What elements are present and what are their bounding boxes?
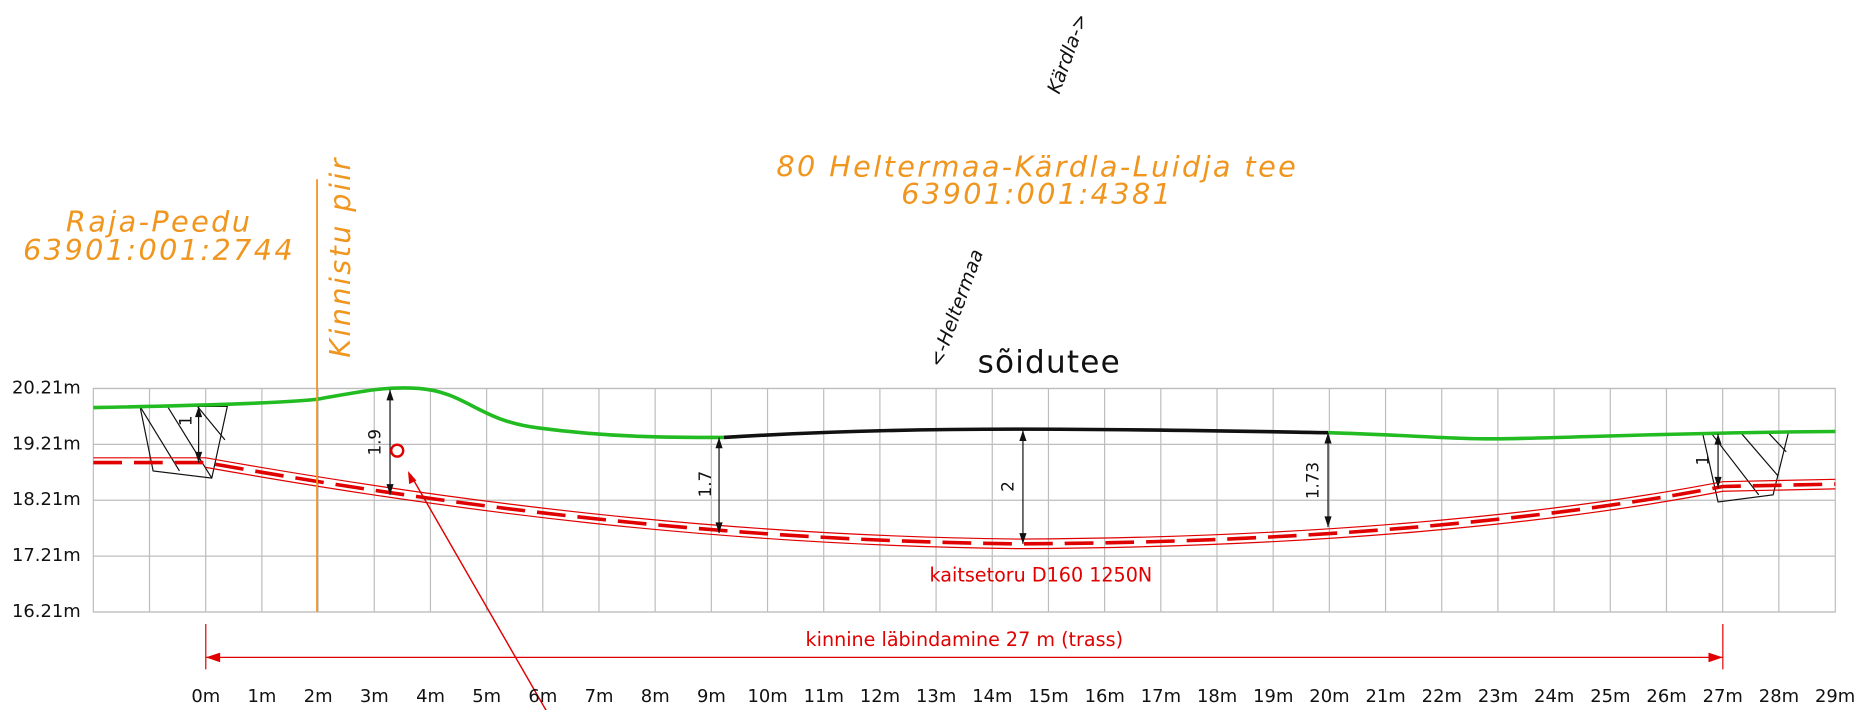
level-label: 18.21m xyxy=(12,489,81,510)
grid xyxy=(92,387,1836,613)
depth-label: 1.73 xyxy=(1303,462,1323,499)
depth-label: 1.9 xyxy=(365,429,385,456)
level-label: 17.21m xyxy=(12,545,81,566)
ground-line xyxy=(1327,429,1836,441)
station-label: 6m xyxy=(528,686,557,707)
road-surface xyxy=(723,427,1329,440)
crossing-label: kinnine läbindamine 27 m (trass) xyxy=(806,628,1124,651)
station-label: 29m xyxy=(1815,686,1855,707)
station-label: 4m xyxy=(416,686,445,707)
leader-line xyxy=(409,474,547,710)
station-label: 2m xyxy=(304,686,333,707)
station-label: 19m xyxy=(1253,686,1293,707)
parcel-name: Raja-Peedu xyxy=(66,205,252,239)
crossing-dimension xyxy=(205,623,1724,670)
station-label: 15m xyxy=(1028,686,1068,707)
depth-label: 1.7 xyxy=(695,471,715,498)
depth-label: 1 xyxy=(176,415,196,426)
pipe-label: kaitsetoru D160 1250N xyxy=(930,564,1153,587)
station-label: 13m xyxy=(916,686,956,707)
parcel-code: 63901:001:2744 xyxy=(23,233,295,267)
level-label: 20.21m xyxy=(12,377,81,398)
station-label: 8m xyxy=(641,686,670,707)
station-label: 20m xyxy=(1309,686,1349,707)
parcel-name: 80 Heltermaa-Kärdla-Luidja tee xyxy=(776,150,1298,184)
station-label: 18m xyxy=(1197,686,1237,707)
station-label: 14m xyxy=(972,686,1012,707)
boundary-label: Kinnistu piir xyxy=(323,156,357,358)
depth-label: 2 xyxy=(998,481,1018,492)
station-label: 7m xyxy=(585,686,614,707)
station-label: 28m xyxy=(1759,686,1799,707)
marker-circle xyxy=(390,443,405,458)
station-label: 24m xyxy=(1534,686,1574,707)
station-label: 5m xyxy=(472,686,501,707)
parcel-code: 63901:001:4381 xyxy=(901,177,1173,211)
station-label: 0m xyxy=(191,686,220,707)
station-label: 16m xyxy=(1085,686,1125,707)
station-label: 3m xyxy=(360,686,389,707)
axis-labels: 20.21m 19.21m 18.21m 17.21m 16.21m 0m 1m 2m 3m 4m… xyxy=(12,377,1855,706)
level-label: 19.21m xyxy=(12,433,81,454)
station-label: 22m xyxy=(1422,686,1462,707)
pipe xyxy=(93,457,1836,550)
station-label: 12m xyxy=(860,686,900,707)
station-label: 26m xyxy=(1646,686,1686,707)
road-label: sõidutee xyxy=(978,344,1121,380)
ground-line xyxy=(93,386,724,440)
station-label: 17m xyxy=(1141,686,1181,707)
station-label: 21m xyxy=(1366,686,1406,707)
station-label: 25m xyxy=(1590,686,1630,707)
depth-label: 1 xyxy=(1693,455,1713,466)
leader-arrow xyxy=(407,470,417,485)
station-label: 1m xyxy=(248,686,277,707)
station-label: 23m xyxy=(1478,686,1518,707)
direction-label: Kärdla-> xyxy=(1042,10,1092,96)
level-label: 16.21m xyxy=(12,601,81,622)
station-label: 9m xyxy=(697,686,726,707)
station-label: 10m xyxy=(747,686,787,707)
station-label: 27m xyxy=(1703,686,1743,707)
station-label: 11m xyxy=(804,686,844,707)
